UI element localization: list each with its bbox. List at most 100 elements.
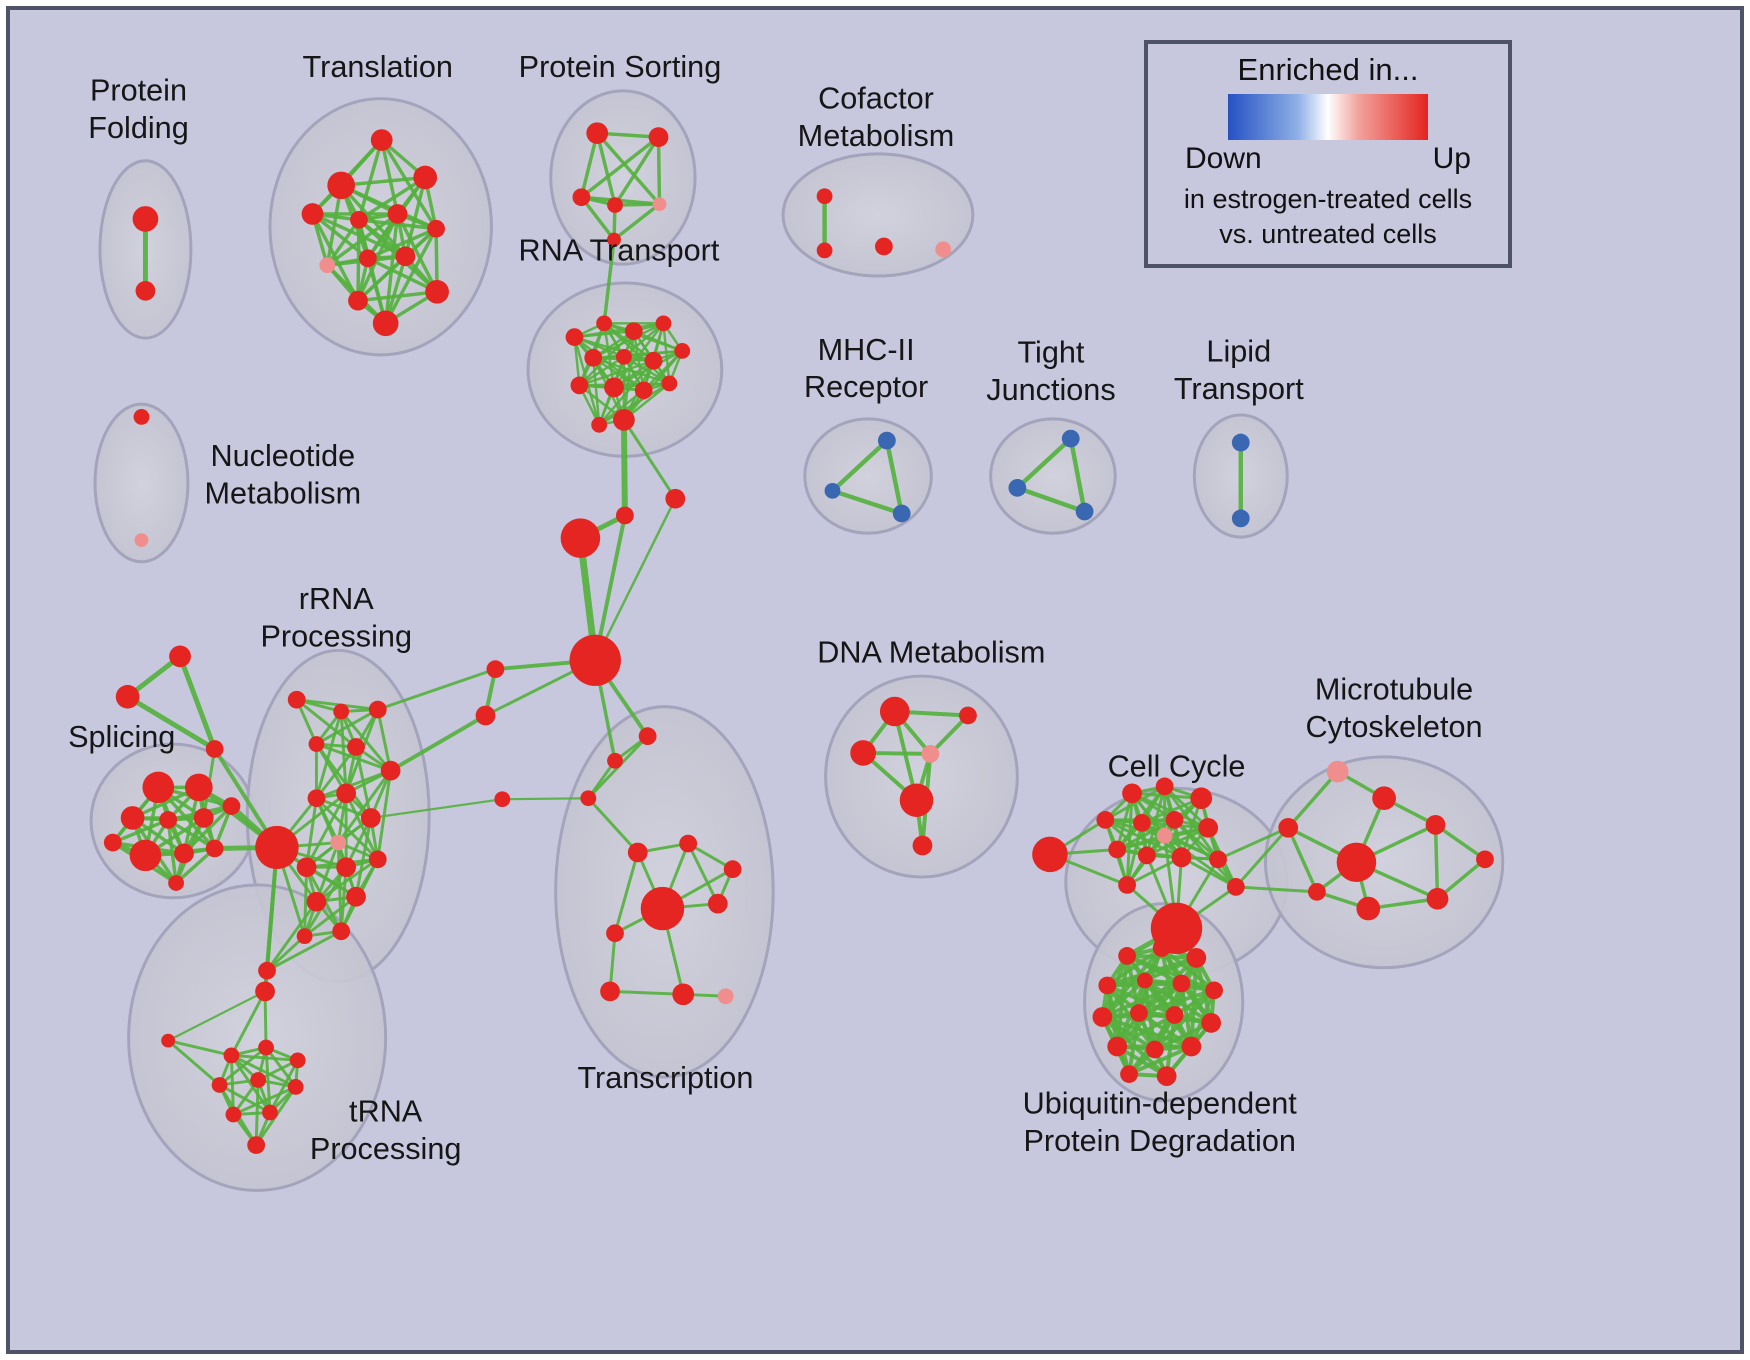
network-edge [1115,818,1177,851]
enrichment-map-figure: Protein Folding Translation Protein Sorting… [6,6,1744,1354]
network-node [816,242,833,259]
network-node [638,727,657,746]
legend-caption-line1: in estrogen-treated cells [1183,184,1473,214]
network-edge [325,212,400,267]
network-node [892,504,911,523]
cluster-ellipse-nucleotide-metabolism [93,402,190,564]
network-node [1118,947,1136,965]
cluster-label-rna-transport: RNA Transport [519,233,720,267]
network-node [580,790,597,807]
network-edge [265,929,343,973]
network-node [486,660,505,679]
network-edge [656,135,662,206]
network-node [132,206,159,232]
network-edge [314,857,380,904]
network-edge [357,138,384,222]
network-edge [295,698,380,712]
network-node [1181,1036,1202,1057]
network-node [624,322,643,341]
network-edge [314,708,380,746]
network-edge [595,131,662,206]
network-node [615,506,634,525]
network-node [327,171,356,200]
cluster-label-cofactor-metabolism: Cofactor [818,82,934,116]
network-node [1098,976,1117,995]
network-node [296,857,317,878]
network-node [1075,502,1094,521]
network-edge [1115,1013,1177,1049]
network-edge [383,227,438,326]
network-edge [686,842,720,906]
network-node [912,835,933,856]
network-node [360,808,381,828]
network-edge [1103,818,1149,857]
network-edge [354,816,373,899]
network-edge [265,900,318,973]
network-edge [379,138,438,231]
network-node [1336,842,1377,882]
network-node [287,1079,304,1095]
network-node [899,783,934,817]
network-node [1165,1006,1184,1024]
network-edge [314,769,393,800]
network-edge [578,359,655,387]
network-node [565,328,584,346]
network-node [652,197,667,211]
network-node [1172,974,1191,993]
cluster-label-lipid-transport: Lipid [1206,335,1271,369]
network-edge [597,382,671,427]
network-node [134,533,149,547]
cluster-label-ubiquitin: Protein Degradation [1023,1124,1295,1158]
cluster-label-protein-folding: Folding [88,111,188,145]
cluster-label-tight-junctions: Tight [1017,336,1084,370]
network-node [1356,896,1381,921]
network-node [1008,479,1027,497]
network-node [159,811,178,829]
cluster-label-nucleotide-metabolism: Nucleotide [210,439,355,473]
network-node [1156,827,1173,844]
network-node [387,204,408,224]
network-node [850,740,876,766]
network-edge [356,290,439,303]
network-edge [231,1085,298,1116]
network-edge [1125,855,1183,887]
network-node [1120,1065,1138,1083]
cluster-ellipse-trna-processing [127,883,388,1192]
network-edge [586,796,640,854]
network-edge [579,135,661,199]
network-edge [229,989,267,1057]
network-edge [597,359,655,427]
network-edge [303,865,309,938]
network-node [1190,787,1213,810]
network-node [824,482,841,499]
network-node [674,343,691,359]
network-node [494,791,511,808]
network-node [346,886,366,907]
network-edge [613,850,640,935]
network-edge [218,1046,268,1087]
network-node [1226,878,1245,896]
network-node [174,843,194,864]
cluster-ellipse-tight-junctions [989,417,1117,535]
network-node [1145,1040,1164,1059]
network-edge [314,742,373,820]
network-node [1096,811,1115,829]
network-node [103,833,122,852]
network-node [1476,850,1494,869]
cluster-label-trna-processing: tRNA [349,1094,423,1128]
network-edge [608,989,685,996]
network-node [634,381,653,400]
legend-axis-labels: Down Up [1185,142,1471,176]
network-node [250,1072,267,1088]
network-node [169,645,191,668]
cluster-label-rrna-processing: Processing [260,620,412,654]
cluster-label-protein-sorting: Protein Sorting [519,50,722,84]
network-node [1032,836,1068,873]
network-node [287,690,306,709]
network-node [255,981,275,1002]
network-node [333,703,350,720]
network-edge [369,798,504,820]
network-node [679,834,698,853]
network-node [1209,850,1227,869]
network-node [247,1136,266,1154]
